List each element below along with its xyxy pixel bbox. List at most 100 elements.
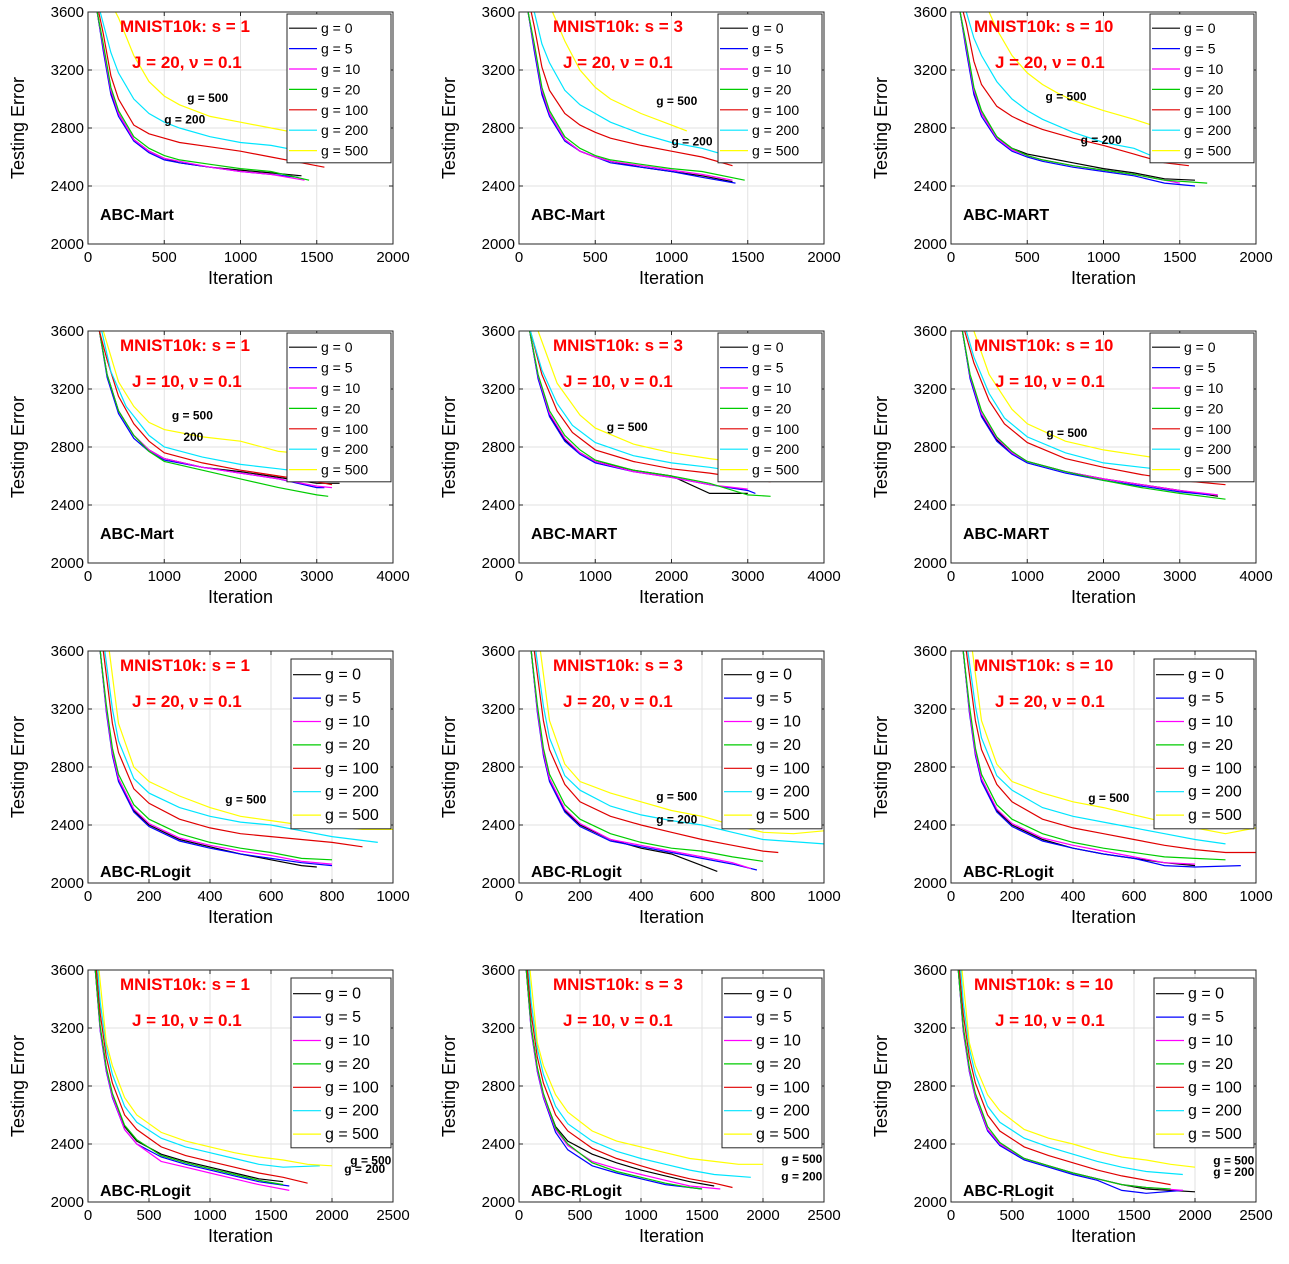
legend-entry: g = 20 (325, 737, 370, 754)
legend-entry: g = 0 (752, 20, 784, 36)
legend-entry: g = 100 (756, 1079, 810, 1096)
legend-entry: g = 500 (325, 807, 379, 824)
series-line (99, 651, 333, 865)
x-tick-label: 1500 (254, 1207, 287, 1224)
series-line (959, 12, 1208, 184)
legend-entry: g = 5 (325, 690, 361, 707)
method-label: ABC-RLogit (531, 864, 622, 881)
legend-entry: g = 5 (752, 41, 784, 57)
x-tick-label: 200 (136, 888, 161, 905)
panel-title: MNIST10k: s = 3 (553, 656, 683, 675)
series-line (973, 331, 1180, 463)
legend-entry: g = 5 (752, 360, 784, 376)
method-label: ABC-Mart (100, 526, 174, 543)
method-label: ABC-RLogit (531, 1183, 622, 1200)
series-annotation: g = 200 (344, 1162, 385, 1176)
x-tick-label: 200 (567, 888, 592, 905)
legend-entry: g = 10 (756, 1033, 801, 1050)
x-tick-label: 0 (84, 1207, 92, 1224)
legend-entry: g = 10 (752, 61, 792, 77)
series-line (958, 970, 1171, 1186)
legend-entry: g = 10 (321, 380, 361, 396)
chart-panel: 0 1000 2000 3000 4000 2000 2400 2800 3200 3600 Ite… (439, 323, 841, 607)
y-tick-label: 3600 (914, 323, 947, 340)
legend-box (290, 658, 392, 830)
legend-entry: g = 5 (321, 41, 353, 57)
y-tick-label: 3200 (482, 701, 515, 718)
legend: g = 0 g = 5 g = 10 g = 20 g = 100 g = 200 g = … (717, 13, 823, 164)
y-tick-label: 2000 (51, 236, 84, 253)
legend-entry: g = 5 (1188, 690, 1224, 707)
series-line (959, 12, 1196, 187)
x-tick-label: 1500 (300, 249, 333, 266)
x-axis-label: Iteration (639, 268, 704, 288)
series-line (962, 651, 1241, 868)
x-tick-label: 3000 (731, 568, 764, 585)
y-tick-label: 2000 (914, 1194, 947, 1211)
panel-title: MNIST10k: s = 1 (120, 336, 250, 355)
x-tick-label: 1000 (807, 888, 840, 905)
y-tick-label: 2400 (51, 178, 84, 195)
x-tick-label: 500 (136, 1207, 161, 1224)
y-tick-label: 2800 (914, 439, 947, 456)
legend-entry: g = 100 (325, 760, 379, 777)
y-tick-label: 2400 (914, 817, 947, 834)
series-line (965, 12, 1199, 162)
series-group (530, 651, 824, 872)
series-line (101, 331, 302, 473)
legend-entry: g = 0 (321, 20, 353, 36)
method-label: ABC-MART (963, 526, 1049, 543)
series-line (533, 12, 757, 161)
y-tick-label: 2800 (51, 439, 84, 456)
y-tick-label: 2800 (51, 759, 84, 776)
x-tick-label: 1000 (1056, 1207, 1089, 1224)
series-line (530, 651, 764, 862)
legend-entry: g = 10 (1188, 714, 1233, 731)
y-tick-label: 2400 (914, 497, 947, 514)
y-axis-label: Testing Error (8, 1035, 28, 1137)
x-axis-label: Iteration (208, 907, 273, 927)
series-line (99, 651, 333, 861)
y-tick-label: 3200 (482, 62, 515, 79)
y-tick-label: 3600 (51, 643, 84, 660)
legend-entry: g = 500 (752, 143, 799, 159)
chart-panel: 0 500 1000 1500 2000 2000 2400 2800 3200 3600 Iter… (8, 4, 410, 288)
series-line (97, 970, 320, 1168)
y-tick-label: 2800 (51, 120, 84, 137)
y-tick-label: 3600 (914, 4, 947, 21)
x-tick-label: 2000 (1239, 249, 1272, 266)
x-axis-label: Iteration (639, 907, 704, 927)
y-tick-label: 3600 (482, 4, 515, 21)
x-tick-label: 1000 (193, 1207, 226, 1224)
series-line (529, 970, 763, 1165)
chart-panel: 0 1000 2000 3000 4000 2000 2400 2800 3200 3600 Ite… (8, 323, 410, 607)
series-annotation: g = 200 (672, 134, 713, 148)
y-tick-label: 3600 (51, 4, 84, 21)
y-tick-label: 2000 (51, 1194, 84, 1211)
y-tick-label: 2400 (914, 1136, 947, 1153)
x-tick-label: 2500 (1239, 1207, 1272, 1224)
legend-entry: g = 0 (756, 986, 792, 1003)
params-label: J = 20, ν = 0.1 (132, 692, 242, 711)
legend-entry: g = 100 (752, 421, 799, 437)
y-tick-label: 2000 (51, 555, 84, 572)
x-tick-label: 2500 (807, 1207, 840, 1224)
series-group (959, 12, 1208, 187)
y-tick-label: 3200 (914, 1020, 947, 1037)
series-annotation: 200 (183, 430, 203, 444)
legend-entry: g = 200 (1188, 1103, 1242, 1120)
panel-title: MNIST10k: s = 3 (553, 336, 683, 355)
legend-box (1149, 332, 1255, 483)
chart-panel: 0 1000 2000 3000 4000 2000 2400 2800 3200 3600 Ite… (871, 323, 1273, 607)
y-axis-label: Testing Error (8, 716, 28, 818)
legend-entry: g = 500 (321, 462, 368, 478)
y-tick-label: 2400 (51, 817, 84, 834)
series-line (104, 651, 378, 843)
legend-entry: g = 20 (321, 81, 361, 97)
legend-box (717, 13, 823, 164)
series-annotation: g = 500 (1046, 426, 1087, 440)
x-tick-label: 0 (515, 1207, 523, 1224)
legend-box (290, 977, 392, 1149)
x-tick-label: 0 (947, 1207, 955, 1224)
legend-entry: g = 20 (1184, 400, 1224, 416)
